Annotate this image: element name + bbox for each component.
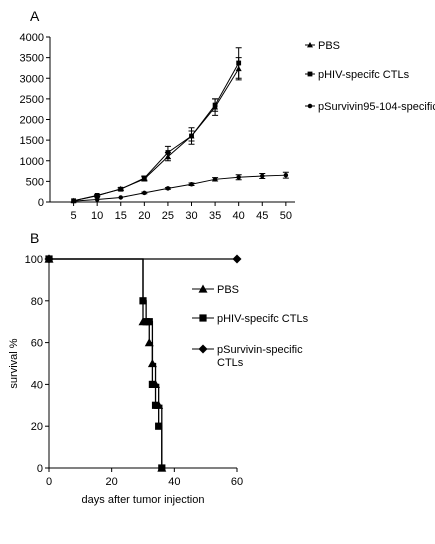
y-tick-label: 0 — [37, 463, 43, 475]
legend-marker — [198, 284, 208, 293]
panel-a-label: A — [30, 8, 40, 24]
x-tick-label: 50 — [280, 210, 292, 222]
y-tick-label: 0 — [38, 197, 44, 209]
y-tick-label: 40 — [31, 379, 43, 391]
data-point — [232, 254, 242, 264]
y-tick-label: 2500 — [20, 94, 44, 106]
data-point — [236, 175, 241, 180]
legend-marker — [307, 71, 313, 77]
y-tick-label: 80 — [31, 296, 43, 308]
data-point — [142, 190, 147, 196]
data-point — [155, 422, 163, 430]
series-line — [49, 258, 163, 468]
legend-marker — [307, 42, 313, 48]
y-tick-label: 4000 — [20, 32, 44, 44]
data-point — [144, 338, 154, 347]
data-point — [165, 186, 171, 191]
y-tick-label: 500 — [26, 176, 44, 188]
series-1 — [45, 255, 166, 472]
x-tick-label: 25 — [162, 210, 174, 222]
panel-b-label: B — [30, 230, 39, 246]
data-point — [260, 173, 265, 179]
x-tick-label: 30 — [185, 210, 197, 222]
series-line — [49, 258, 163, 468]
x-tick-label: 40 — [168, 476, 180, 488]
x-tick-label: 5 — [71, 210, 77, 222]
y-axis-title: survival % — [8, 338, 20, 388]
data-point — [44, 254, 54, 264]
y-tick-label: 3000 — [20, 73, 44, 85]
chart-b: 0 20 40 60 80 100 0 20 40 60 survival % days after … — [8, 254, 309, 506]
data-point — [148, 380, 156, 388]
data-point — [189, 182, 194, 187]
data-point — [212, 102, 218, 108]
series-line — [73, 62, 240, 202]
y-tick-label: 3500 — [20, 53, 44, 65]
data-point — [118, 186, 124, 192]
x-tick-label: 15 — [115, 210, 127, 222]
y-tick-label: 60 — [31, 338, 43, 350]
x-tick-label: 60 — [231, 476, 243, 488]
x-tick-label: 20 — [106, 476, 118, 488]
data-point — [236, 60, 242, 66]
legend-label: pSurvivin-specific CTLs — [217, 344, 303, 369]
series-line — [73, 174, 286, 202]
y-tick-label: 2000 — [20, 115, 44, 127]
series-1 — [71, 47, 242, 204]
data-point — [283, 172, 289, 178]
y-tick-label: 1000 — [20, 156, 44, 168]
data-point — [94, 193, 100, 198]
x-tick-label: 40 — [233, 210, 245, 222]
x-tick-label: 0 — [46, 476, 52, 488]
series-0 — [44, 254, 167, 472]
legend-label: pSurvivin95-104-specific CTLs — [318, 101, 435, 113]
data-point — [165, 150, 171, 155]
legend-label: PBS — [318, 40, 340, 52]
legend-label: PBS — [217, 284, 239, 296]
y-tick-label: 1500 — [20, 135, 44, 147]
y-tick-label: 100 — [25, 254, 43, 266]
data-point — [189, 133, 194, 139]
data-point — [151, 401, 160, 409]
legend-marker — [198, 344, 208, 354]
legend-marker — [199, 314, 207, 322]
data-point — [118, 195, 124, 200]
data-point — [94, 197, 100, 202]
legend-label: pHIV-specifc CTLs — [217, 313, 309, 325]
x-axis-title: days after tumor injection — [82, 494, 205, 506]
series-2 — [71, 171, 289, 204]
data-point — [139, 297, 147, 305]
x-tick-label: 10 — [91, 210, 103, 222]
y-tick-label: 20 — [31, 421, 43, 433]
data-point — [158, 464, 166, 472]
x-tick-label: 35 — [209, 210, 221, 222]
legend-marker — [307, 103, 313, 109]
x-tick-label: 45 — [256, 210, 268, 222]
data-point — [212, 177, 218, 182]
legend-label: pHIV-specifc CTLs — [318, 69, 410, 81]
chart-a: 0 500 1000 1500 2000 2500 3000 3500 4000 5 10 15 20 2… — [20, 32, 435, 222]
data-point — [145, 318, 153, 326]
data-point — [141, 175, 147, 181]
x-tick-label: 20 — [138, 210, 150, 222]
data-point — [71, 198, 76, 204]
series-2 — [44, 254, 242, 264]
